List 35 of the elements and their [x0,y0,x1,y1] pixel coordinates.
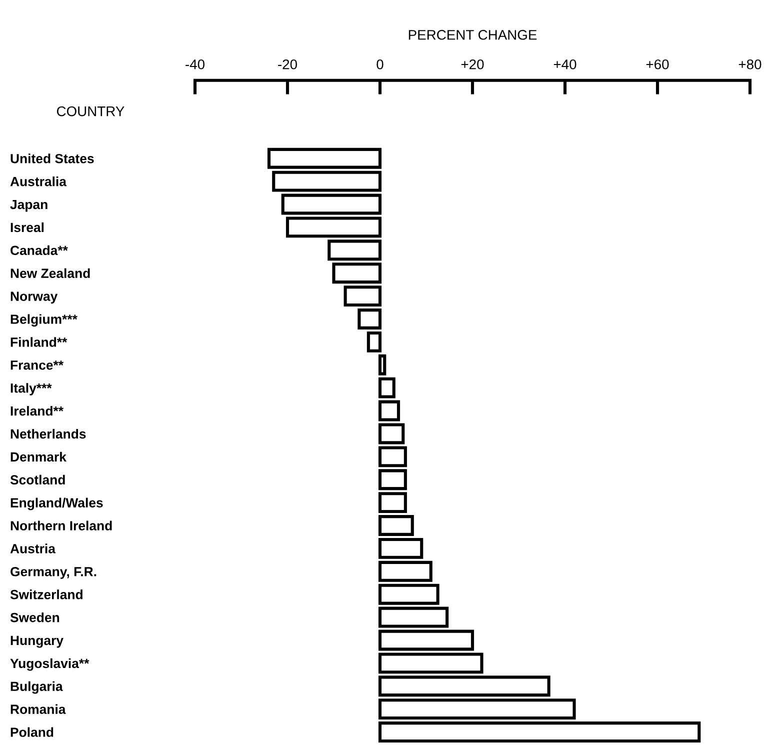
y-tick-label: Romania [10,704,66,714]
y-tick-label: New Zealand [10,268,90,278]
x-tick-label: +20 [461,59,484,70]
y-tick-label: Australia [10,176,67,186]
y-tick-label: United States [10,154,94,164]
y-tick-label: Belgium*** [10,314,78,327]
y-tick-label: Norway [10,292,58,304]
y-tick-label: Hungary [10,636,64,648]
y-tick-label: Switzerland [10,590,82,600]
y-tick-label: Italy*** [10,383,52,396]
y-tick-label: Scotland [10,474,65,485]
y-tick-label: France** [10,360,64,370]
x-axis-title: PERCENT CHANGE [408,30,537,40]
x-tick-label: 0 [376,59,384,70]
x-tick-label: -40 [186,59,204,70]
y-tick-label: Isreal [10,222,44,232]
x-tick-label: -20 [278,59,297,70]
y-tick-label: Yugoslavia** [10,658,90,671]
y-tick-label: Poland [10,727,54,737]
y-axis-title: COUNTRY [56,106,124,116]
y-tick-label: Northern Ireland [10,520,112,530]
x-tick-label: +40 [554,59,576,70]
y-tick-label: Bulgaria [10,681,63,694]
y-tick-label: Germany, F.R. [10,566,96,579]
y-tick-label: Finland** [10,337,68,347]
x-tick-label: +60 [646,59,669,70]
y-tick-label: Canada** [10,245,68,256]
y-tick-label: Japan [10,200,48,212]
y-tick-label: Denmark [10,452,66,462]
y-tick-label: Sweden [10,612,60,622]
y-tick-label: Netherlands [10,428,86,439]
y-tick-label: Ireland** [10,406,64,416]
x-tick-label: +80 [738,59,762,70]
y-tick-label: England/Wales [10,498,103,510]
y-tick-label: Austria [10,544,56,554]
